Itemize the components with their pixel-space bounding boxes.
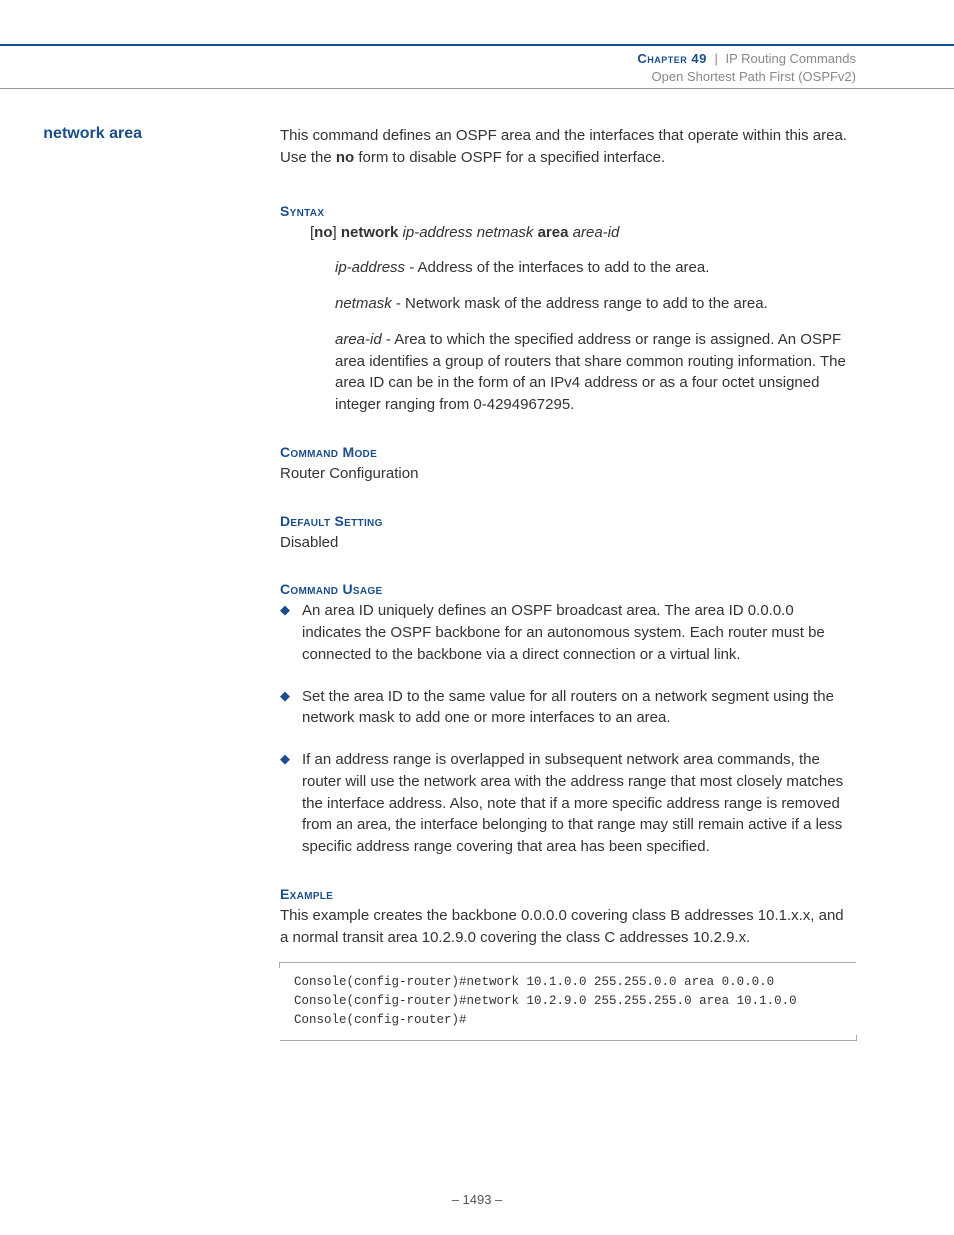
param-ip-desc: - Address of the interfaces to add to th… [405, 259, 709, 276]
command-mode-head: Command Mode [280, 444, 856, 460]
param-netmask: netmask - Network mask of the address ra… [335, 293, 856, 315]
box-corner-br [851, 1035, 857, 1041]
example-section: Example This example creates the backbon… [280, 886, 856, 1041]
page-header: Chapter 49 | IP Routing Commands Open Sh… [637, 50, 856, 86]
param-ip: ip-address - Address of the interfaces t… [335, 257, 856, 279]
header-separator: | [714, 51, 717, 66]
command-block: network area This command defines an OSP… [150, 125, 856, 169]
syntax-ip-netmask: ip-address netmask [398, 224, 537, 241]
header-subtitle: Open Shortest Path First (OSPFv2) [637, 68, 856, 86]
command-mode-section: Command Mode Router Configuration [280, 444, 856, 485]
example-console: Console(config-router)#network 10.1.0.0 … [280, 962, 856, 1040]
command-usage-head: Command Usage [280, 581, 856, 597]
header-rule [0, 88, 954, 89]
default-setting-text: Disabled [280, 532, 856, 554]
intro-post: form to disable OSPF for a specified int… [354, 149, 665, 166]
page-number: – 1493 – [0, 1192, 954, 1207]
param-area-desc: - Area to which the specified address or… [335, 331, 846, 413]
command-name: network area [20, 125, 142, 143]
syntax-network: network [341, 224, 399, 241]
default-setting-head: Default Setting [280, 513, 856, 529]
param-ip-name: ip-address [335, 259, 405, 276]
usage-item: If an address range is overlapped in sub… [280, 749, 856, 858]
header-line-1: Chapter 49 | IP Routing Commands [637, 50, 856, 68]
command-intro: This command defines an OSPF area and th… [280, 125, 856, 169]
syntax-line: [no] network ip-address netmask area are… [310, 222, 856, 244]
example-head: Example [280, 886, 856, 902]
param-netmask-name: netmask [335, 295, 392, 312]
param-area-name: area-id [335, 331, 382, 348]
example-text: This example creates the backbone 0.0.0.… [280, 905, 856, 949]
page-content: network area This command defines an OSP… [150, 125, 856, 1069]
param-netmask-desc: - Network mask of the address range to a… [392, 295, 768, 312]
usage-item: Set the area ID to the same value for al… [280, 686, 856, 730]
default-setting-section: Default Setting Disabled [280, 513, 856, 554]
intro-bold: no [336, 149, 354, 166]
syntax-rbracket: ] [333, 224, 341, 241]
syntax-area: area [538, 224, 569, 241]
box-corner-tl [279, 962, 285, 968]
chapter-title: IP Routing Commands [725, 51, 856, 66]
syntax-section: Syntax [no] network ip-address netmask a… [280, 203, 856, 416]
syntax-no: no [314, 224, 332, 241]
command-usage-section: Command Usage An area ID uniquely define… [280, 581, 856, 858]
usage-item: An area ID uniquely defines an OSPF broa… [280, 600, 856, 665]
syntax-head: Syntax [280, 203, 856, 219]
syntax-area-id: area-id [568, 224, 619, 241]
command-mode-text: Router Configuration [280, 463, 856, 485]
usage-list: An area ID uniquely defines an OSPF broa… [280, 600, 856, 858]
chapter-label: Chapter 49 [637, 51, 706, 66]
top-rule [0, 44, 954, 46]
param-area: area-id - Area to which the specified ad… [335, 329, 856, 416]
